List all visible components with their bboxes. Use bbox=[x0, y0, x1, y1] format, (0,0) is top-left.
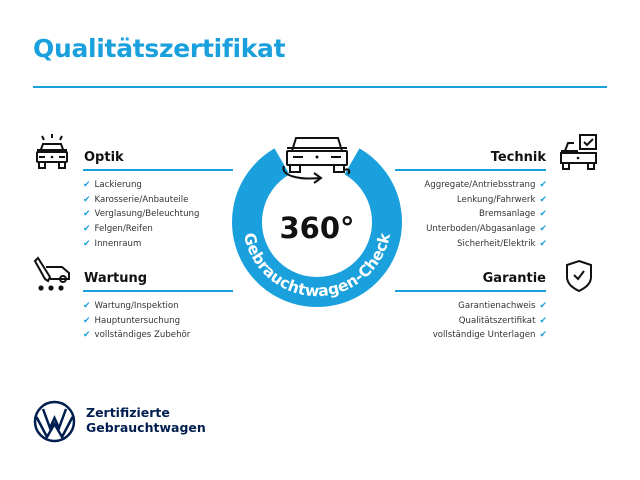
list-item: ✔ Lackierung bbox=[83, 178, 199, 193]
section-title-wartung: Wartung bbox=[84, 271, 148, 286]
list-item: ✔ Hauptuntersuchung bbox=[83, 314, 190, 329]
list-item: ✔ Verglasung/Beleuchtung bbox=[83, 207, 199, 222]
list-item: ✔ vollständiges Zubehör bbox=[83, 328, 190, 343]
check-icon: ✔ bbox=[83, 315, 91, 326]
list-item: vollständige Unterlagen ✔ bbox=[433, 328, 547, 343]
check-icon: ✔ bbox=[539, 209, 547, 220]
list-item: Unterboden/Abgasanlage ✔ bbox=[424, 222, 547, 237]
list-item: Bremsanlage ✔ bbox=[424, 207, 547, 222]
check-icon: ✔ bbox=[83, 209, 91, 220]
vw-logo bbox=[33, 400, 76, 443]
car-lights-icon bbox=[36, 134, 68, 169]
list-item: ✔ Felgen/Reifen bbox=[83, 222, 199, 237]
wartung-list: ✔ Wartung/Inspektion ✔ Hauptuntersuchung ✔… bbox=[83, 299, 190, 343]
technik-list: Aggregate/Antriebsstrang ✔ Lenkung/Fahrwe… bbox=[424, 178, 547, 251]
check-icon: ✔ bbox=[539, 301, 547, 311]
check-icon: ✔ bbox=[539, 315, 547, 326]
technik-divider bbox=[395, 169, 546, 171]
list-item: ✔ Innenraum bbox=[83, 237, 199, 252]
list-item: Garantienachweis ✔ bbox=[433, 299, 547, 314]
list-item: ✔ Karosserie/Anbauteile bbox=[83, 193, 199, 208]
check-icon: ✔ bbox=[83, 194, 91, 205]
optik-list: ✔ Lackierung ✔ Karosserie/Anbauteile ✔ Verg… bbox=[83, 178, 199, 251]
list-item: Aggregate/Antriebsstrang ✔ bbox=[424, 178, 547, 193]
section-title-technik: Technik bbox=[490, 150, 546, 165]
page-title: Qualitätszertifikat bbox=[33, 34, 286, 63]
check-icon: ✔ bbox=[83, 224, 91, 235]
badge-360-text: 360° bbox=[279, 211, 354, 245]
header-divider bbox=[33, 86, 607, 88]
garantie-list: Garantienachweis ✔ Qualitätszertifikat ✔ v… bbox=[433, 299, 547, 343]
check-icon: ✔ bbox=[83, 180, 91, 190]
check-icon: ✔ bbox=[83, 301, 91, 311]
check-icon: ✔ bbox=[539, 194, 547, 205]
list-item: Lenkung/Fahrwerk ✔ bbox=[424, 193, 547, 208]
check-icon: ✔ bbox=[83, 330, 91, 341]
check-icon: ✔ bbox=[539, 224, 547, 235]
check-icon: ✔ bbox=[83, 238, 91, 249]
check-icon: ✔ bbox=[539, 180, 547, 190]
optik-divider bbox=[83, 169, 233, 171]
service-car-icon bbox=[33, 256, 70, 291]
shield-check-icon bbox=[566, 259, 592, 293]
badge-ring bbox=[232, 148, 402, 307]
check-icon: ✔ bbox=[539, 238, 547, 249]
brand-line-2: Gebrauchtwagen bbox=[86, 420, 206, 435]
car-checkbox-icon bbox=[560, 134, 597, 170]
car-rotate-icon bbox=[282, 137, 351, 184]
list-item: Sicherheit/Elektrik ✔ bbox=[424, 237, 547, 252]
check-icon: ✔ bbox=[539, 330, 547, 341]
section-title-garantie: Garantie bbox=[482, 271, 546, 286]
brand-line-1: Zertifizierte bbox=[86, 405, 170, 420]
wartung-divider bbox=[83, 290, 233, 292]
section-title-optik: Optik bbox=[84, 150, 124, 165]
list-item: Qualitätszertifikat ✔ bbox=[433, 314, 547, 329]
list-item: ✔ Wartung/Inspektion bbox=[83, 299, 190, 314]
garantie-divider bbox=[395, 290, 546, 292]
brand-text: Zertifizierte Gebrauchtwagen bbox=[86, 405, 206, 435]
360-check-badge: Gebrauchtwagen-Check 360° bbox=[232, 137, 402, 307]
